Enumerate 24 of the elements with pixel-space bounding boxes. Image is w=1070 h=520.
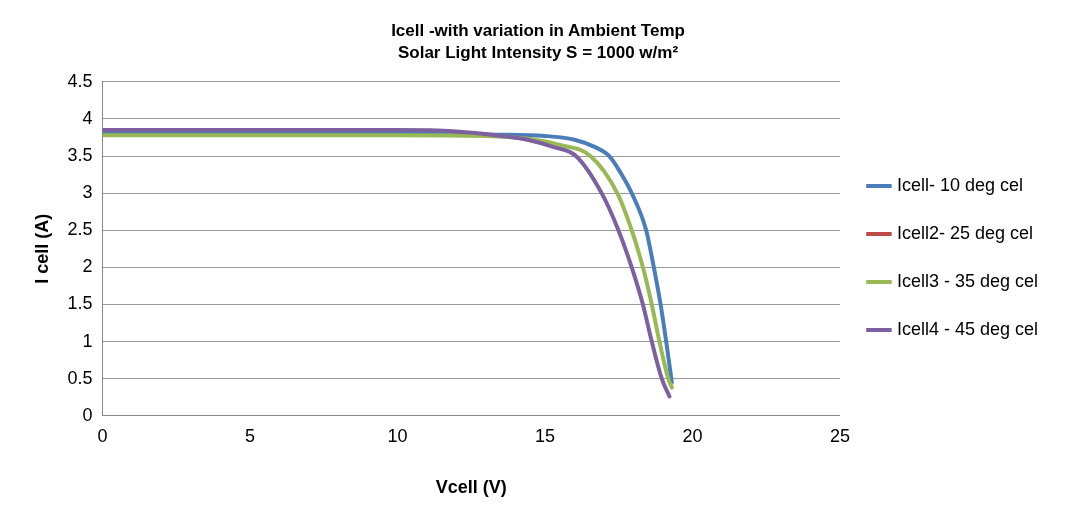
y-tick-label: 0 xyxy=(82,404,93,425)
x-tick-label: 20 xyxy=(682,425,703,446)
legend-label: Icell3 - 35 deg cel xyxy=(896,270,1039,291)
x-tick-label: 25 xyxy=(829,425,850,446)
legend-label: Icell2- 25 deg cel xyxy=(896,222,1034,243)
y-tick-label: 0.5 xyxy=(67,367,93,388)
y-tick-label: 2 xyxy=(82,256,93,277)
y-tick-label: 4.5 xyxy=(67,70,93,91)
x-tick-label: 10 xyxy=(387,425,408,446)
y-tick-label: 3.5 xyxy=(67,144,93,165)
legend-label: Icell- 10 deg cel xyxy=(896,174,1023,195)
chart-subtitle: Solar Light Intensity S = 1000 w/m² xyxy=(397,43,679,63)
x-axis-title: Vcell (V) xyxy=(435,477,507,498)
y-tick-label: 1.5 xyxy=(67,293,93,314)
y-tick-label: 1 xyxy=(82,330,93,351)
legend-label: Icell4 - 45 deg cel xyxy=(896,318,1039,339)
chart-title: Icell -with variation in Ambient Temp xyxy=(391,20,685,40)
y-axis-title: I cell (A) xyxy=(31,213,52,284)
x-tick-label: 15 xyxy=(534,425,556,446)
x-tick-label: 0 xyxy=(97,425,108,446)
y-tick-label: 2.5 xyxy=(67,219,93,240)
x-tick-label: 5 xyxy=(245,425,256,446)
y-tick-label: 3 xyxy=(82,182,93,203)
y-tick-label: 4 xyxy=(82,107,93,128)
